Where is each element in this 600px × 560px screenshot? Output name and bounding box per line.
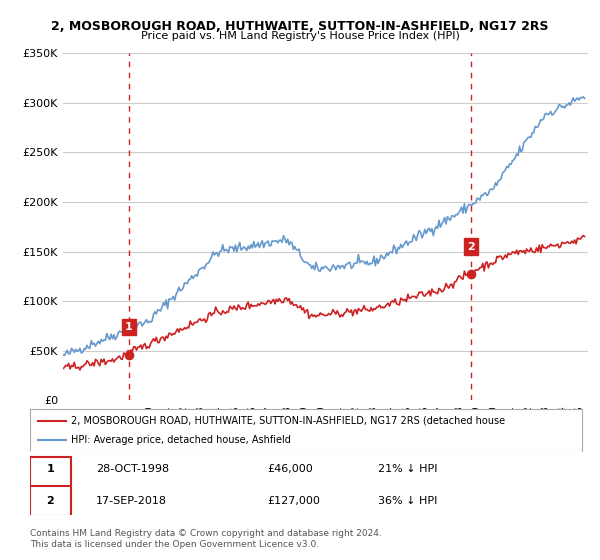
- FancyBboxPatch shape: [30, 486, 71, 516]
- Text: HPI: Average price, detached house, Ashfield: HPI: Average price, detached house, Ashf…: [71, 435, 291, 445]
- Text: 2: 2: [47, 496, 54, 506]
- Text: 1: 1: [47, 464, 54, 474]
- FancyBboxPatch shape: [30, 456, 71, 487]
- Text: Price paid vs. HM Land Registry's House Price Index (HPI): Price paid vs. HM Land Registry's House …: [140, 31, 460, 41]
- Text: 28-OCT-1998: 28-OCT-1998: [96, 464, 169, 474]
- Text: 36% ↓ HPI: 36% ↓ HPI: [378, 496, 437, 506]
- Text: 21% ↓ HPI: 21% ↓ HPI: [378, 464, 437, 474]
- Text: 2, MOSBOROUGH ROAD, HUTHWAITE, SUTTON-IN-ASHFIELD, NG17 2RS (detached house: 2, MOSBOROUGH ROAD, HUTHWAITE, SUTTON-IN…: [71, 416, 506, 426]
- Text: 2: 2: [467, 242, 475, 251]
- Text: 17-SEP-2018: 17-SEP-2018: [96, 496, 167, 506]
- Text: 2, MOSBOROUGH ROAD, HUTHWAITE, SUTTON-IN-ASHFIELD, NG17 2RS: 2, MOSBOROUGH ROAD, HUTHWAITE, SUTTON-IN…: [51, 20, 549, 32]
- Text: Contains HM Land Registry data © Crown copyright and database right 2024.
This d: Contains HM Land Registry data © Crown c…: [30, 529, 382, 549]
- Text: 1: 1: [125, 322, 133, 332]
- Text: £46,000: £46,000: [268, 464, 313, 474]
- Text: £127,000: £127,000: [268, 496, 320, 506]
